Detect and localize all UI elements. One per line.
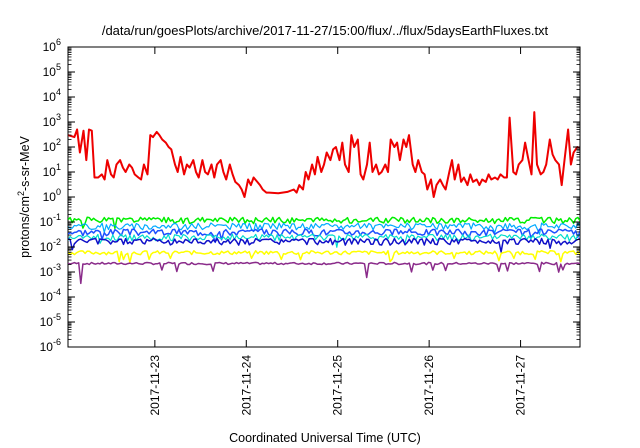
y-tick-label: 106 <box>43 37 61 54</box>
x-tick-label: 2017-11-24 <box>239 355 253 416</box>
y-tick-label: 100 <box>43 187 61 204</box>
x-tick-label: 2017-11-27 <box>514 355 528 416</box>
chart-title: /data/run/goesPlots/archive/2017-11-27/1… <box>102 23 549 38</box>
x-tick-label: 2017-11-25 <box>331 355 345 416</box>
series-line-6 <box>68 237 580 253</box>
y-tick-label: 105 <box>43 62 61 79</box>
y-tick-label: 101 <box>43 162 61 179</box>
series-line-2 <box>68 216 580 230</box>
series-line-5 <box>68 233 580 248</box>
y-axis-label-rest: -s-sr-MeV <box>18 135 32 191</box>
y-tick-label: 10-4 <box>40 287 61 304</box>
y-tick-label: 104 <box>43 87 61 104</box>
series-line-3 <box>68 222 580 235</box>
series-line-4 <box>68 228 580 244</box>
y-tick-label: 10-1 <box>40 212 61 229</box>
y-axis-label-base: protons/cm <box>18 196 32 258</box>
series-line-8 <box>68 261 580 285</box>
series-line-7 <box>68 250 580 263</box>
x-tick-label: 2017-11-26 <box>422 355 436 416</box>
plot-frame <box>67 46 581 348</box>
y-tick-label: 10-2 <box>40 237 61 254</box>
y-tick-label: 10-3 <box>40 262 61 279</box>
y-tick-label: 10-6 <box>40 337 61 354</box>
y-axis-label: protons/cm2-s-sr-MeV <box>16 135 32 257</box>
x-tick-label: 2017-11-23 <box>148 355 162 416</box>
y-tick-label: 103 <box>43 112 61 129</box>
x-axis-label: Coordinated Universal Time (UTC) <box>229 431 421 445</box>
y-tick-label: 10-5 <box>40 312 61 329</box>
y-tick-label: 102 <box>43 137 61 154</box>
series-line-1 <box>68 111 580 198</box>
y-axis-label-exp: 2 <box>16 191 26 196</box>
